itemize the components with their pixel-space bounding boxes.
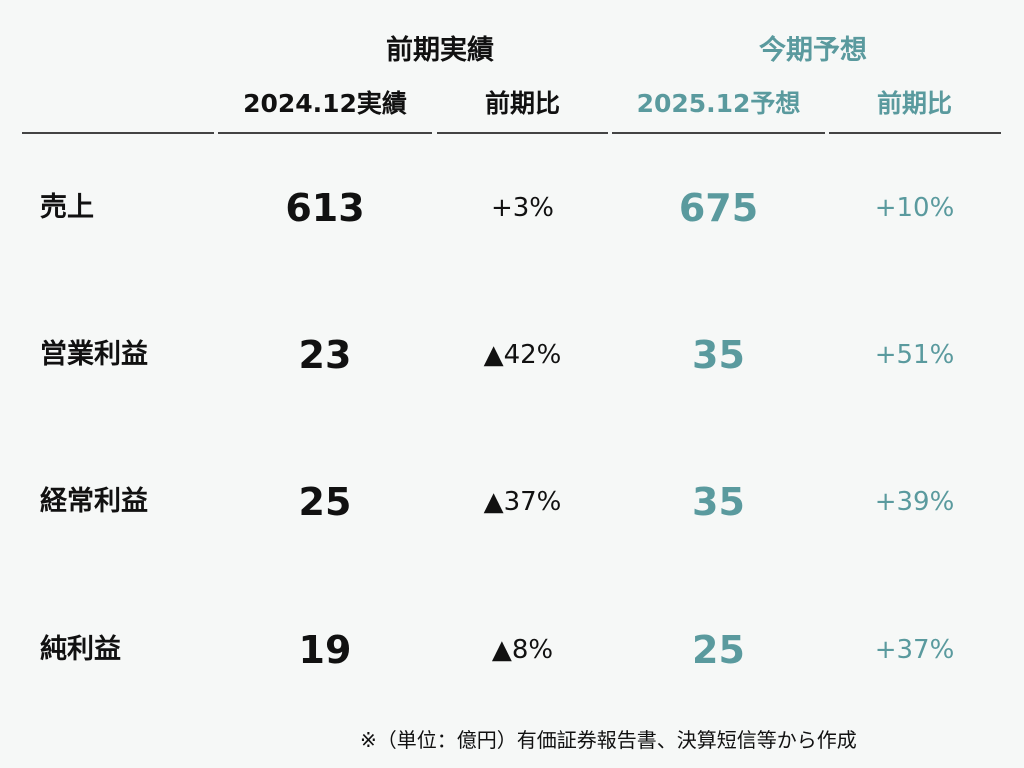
actual-yoy: ▲8% [491, 635, 554, 665]
forecast-value: 35 [692, 480, 745, 524]
actual-value: 613 [285, 186, 365, 230]
forecast-yoy: +10% [874, 193, 955, 223]
forecast-value: 25 [692, 628, 745, 672]
column-header-forecast: 2025.12予想 [636, 89, 801, 118]
source-note: ※（単位：億円）有価証券報告書、決算短信等から作成 [360, 728, 857, 752]
row-label-net-income: 純利益 [40, 634, 121, 665]
forecast-yoy: +51% [874, 340, 955, 370]
row-label-operating-profit: 営業利益 [40, 339, 148, 370]
actual-yoy: +3% [490, 193, 555, 223]
header-divider [612, 132, 825, 134]
header-divider [829, 132, 1001, 134]
header-divider [22, 132, 214, 134]
group-title-current-forecast: 今期予想 [759, 35, 867, 66]
actual-value: 25 [298, 480, 352, 524]
header-divider [218, 132, 432, 134]
row-label-sales: 売上 [40, 192, 94, 223]
actual-value: 19 [298, 628, 352, 672]
forecast-yoy: +39% [874, 487, 955, 517]
actual-yoy: ▲37% [483, 487, 562, 517]
column-header-actual-yoy: 前期比 [484, 89, 560, 118]
header-divider [437, 132, 608, 134]
forecast-value: 35 [692, 333, 745, 377]
forecast-yoy: +37% [874, 635, 955, 665]
column-header-forecast-yoy: 前期比 [876, 89, 952, 118]
actual-yoy: ▲42% [483, 340, 562, 370]
column-header-actual: 2024.12実績 [243, 89, 407, 118]
group-title-prev-actual: 前期実績 [386, 35, 494, 66]
forecast-value: 675 [678, 186, 759, 230]
row-label-ordinary-profit: 経常利益 [40, 486, 148, 517]
actual-value: 23 [298, 333, 352, 377]
